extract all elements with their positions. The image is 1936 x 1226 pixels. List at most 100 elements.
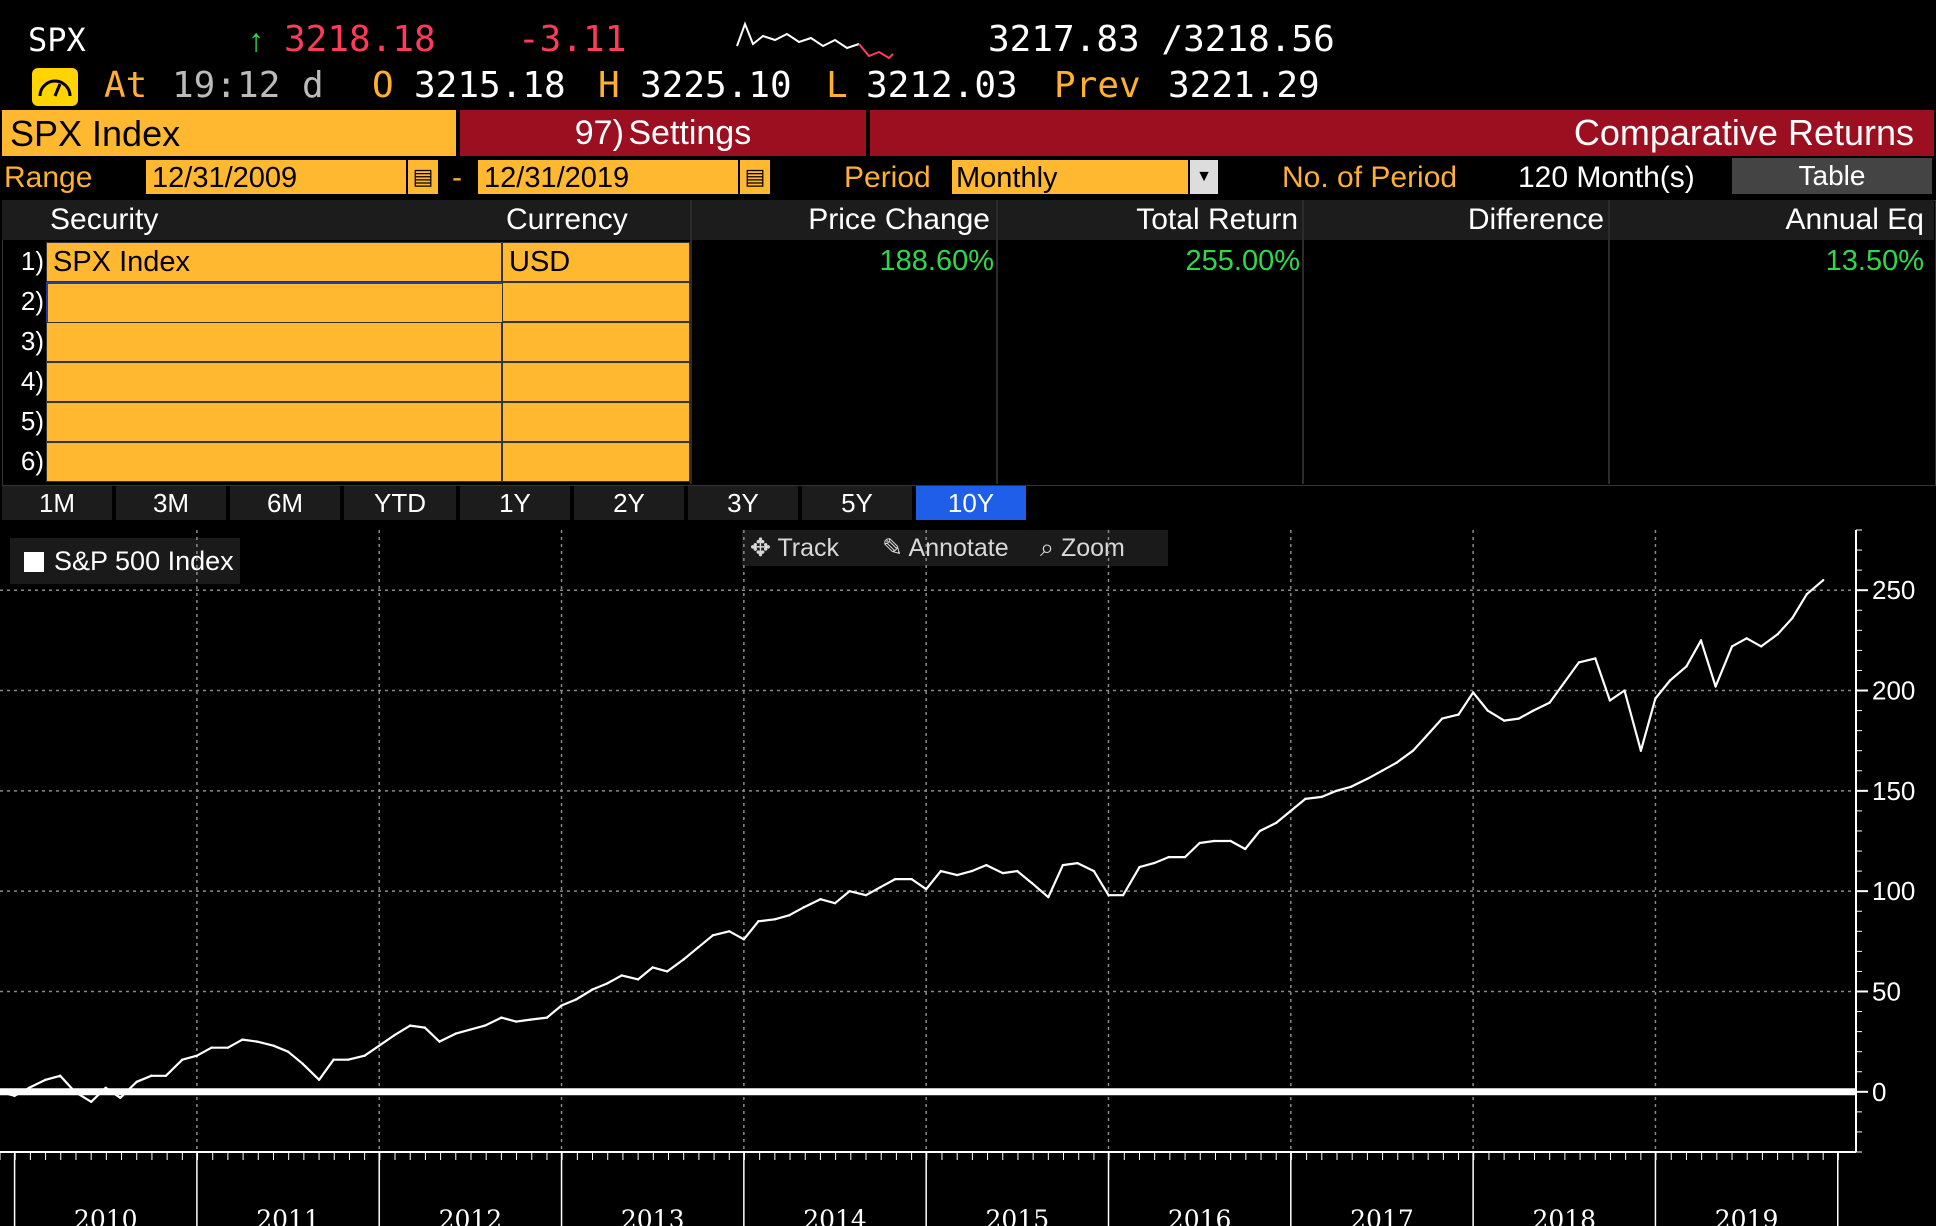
x-tick-label: 2011 xyxy=(256,1205,320,1226)
data-point xyxy=(636,978,640,981)
data-point xyxy=(1668,679,1672,682)
data-point xyxy=(1366,777,1369,780)
calendar-icon[interactable]: ▤ xyxy=(740,160,770,194)
data-point xyxy=(135,1080,138,1083)
data-point xyxy=(1471,691,1475,694)
currency-cell[interactable] xyxy=(502,322,690,362)
data-point xyxy=(1411,749,1415,752)
row-number: 1) xyxy=(20,246,44,276)
col-difference[interactable]: Difference xyxy=(1467,203,1604,236)
data-point xyxy=(1167,855,1170,859)
security-cell[interactable] xyxy=(46,402,502,442)
col-price-change[interactable]: Price Change xyxy=(808,203,990,236)
data-point xyxy=(1047,895,1050,899)
net-change: -3.11 xyxy=(518,19,627,60)
annotate-button[interactable]: ✎ Annotate xyxy=(874,530,1038,566)
data-point xyxy=(195,1054,199,1057)
num-periods-label: No. of Period xyxy=(1282,161,1458,194)
data-point xyxy=(620,974,623,977)
data-point xyxy=(0,1090,2,1094)
annual-eq-value: 13.50% xyxy=(1825,245,1924,277)
security-cell[interactable] xyxy=(46,322,502,362)
data-point xyxy=(605,982,609,985)
data-point xyxy=(879,885,882,889)
currency-cell[interactable] xyxy=(502,402,690,442)
currency-cell[interactable] xyxy=(502,362,690,402)
col-total-return[interactable]: Total Return xyxy=(1136,203,1298,236)
period-3y-button[interactable]: 3Y xyxy=(688,486,798,520)
data-point xyxy=(44,1078,47,1081)
data-point xyxy=(210,1046,213,1049)
data-point xyxy=(1107,893,1110,897)
period-1m-button[interactable]: 1M xyxy=(2,486,112,520)
sparkline-down xyxy=(858,43,894,60)
crosshair-icon: ✥ xyxy=(750,534,771,562)
currency-cell[interactable] xyxy=(502,442,690,482)
data-point xyxy=(438,1040,441,1043)
ticker: SPX xyxy=(28,21,86,59)
x-tick-label: 2010 xyxy=(74,1205,138,1226)
y-tick-label: 250 xyxy=(1872,575,1915,605)
data-point xyxy=(454,1032,457,1035)
security-field[interactable]: SPX Index xyxy=(2,110,456,156)
data-point xyxy=(1517,717,1520,720)
data-point xyxy=(1349,785,1353,789)
y-tick-label: 0 xyxy=(1872,1077,1886,1107)
open-label: O xyxy=(372,65,394,106)
data-point xyxy=(788,914,791,917)
data-point xyxy=(27,1086,31,1089)
x-tick-label: 2018 xyxy=(1532,1205,1596,1226)
security-cell[interactable]: SPX Index xyxy=(46,242,502,282)
settings-number: 97) xyxy=(574,114,624,152)
chevron-down-icon[interactable]: ▼ xyxy=(1190,160,1218,194)
currency-cell[interactable] xyxy=(502,282,690,322)
security-cell[interactable] xyxy=(46,442,502,482)
data-point xyxy=(363,1054,366,1057)
data-point xyxy=(286,1050,290,1053)
period-3m-button[interactable]: 3M xyxy=(116,486,226,520)
data-point xyxy=(1714,685,1717,688)
security-cell[interactable] xyxy=(46,282,504,324)
period-10y-button[interactable]: 10Y xyxy=(916,486,1026,520)
period-select[interactable]: Monthly xyxy=(952,160,1188,194)
period-ytd-button[interactable]: YTD xyxy=(344,486,456,520)
col-security[interactable]: Security xyxy=(50,203,159,236)
data-point xyxy=(1229,839,1232,843)
table-button[interactable]: Table xyxy=(1732,158,1932,194)
data-point xyxy=(1016,869,1019,873)
col-annual-eq[interactable]: Annual Eq xyxy=(1785,203,1924,236)
security-cell[interactable] xyxy=(46,362,502,402)
data-point xyxy=(1335,789,1338,793)
start-date-input[interactable]: 12/31/2009 xyxy=(146,160,406,194)
period-1y-button[interactable]: 1Y xyxy=(460,486,570,520)
data-point xyxy=(970,869,973,873)
settings-button[interactable]: 97) Settings xyxy=(460,110,866,156)
zoom-button[interactable]: ⌕ Zoom xyxy=(1032,530,1168,566)
data-point xyxy=(864,893,868,897)
bid-ask: 3217.83 /3218.56 xyxy=(988,19,1335,60)
calendar-icon[interactable]: ▤ xyxy=(408,160,438,194)
col-currency[interactable]: Currency xyxy=(506,203,628,236)
last-price: 3218.18 xyxy=(284,19,436,60)
period-6m-button[interactable]: 6M xyxy=(230,486,340,520)
data-point xyxy=(1790,617,1794,620)
period-5y-button[interactable]: 5Y xyxy=(802,486,912,520)
magnifier-icon: ⌕ xyxy=(1040,534,1055,562)
data-point xyxy=(1138,865,1141,869)
end-date-input[interactable]: 12/31/2019 xyxy=(478,160,738,194)
currency-cell[interactable]: USD xyxy=(502,242,690,282)
data-point xyxy=(1821,578,1825,582)
period-2y-button[interactable]: 2Y xyxy=(574,486,684,520)
low-value: 3212.03 xyxy=(866,65,1018,106)
data-point xyxy=(150,1074,153,1077)
row-number: 6) xyxy=(20,446,44,476)
x-tick-label: 2014 xyxy=(803,1205,867,1226)
gauge-icon[interactable] xyxy=(32,68,78,106)
data-point xyxy=(500,1016,503,1019)
track-button[interactable]: ✥ Track xyxy=(742,530,884,566)
high-label: H xyxy=(598,65,620,106)
data-point xyxy=(1759,645,1763,648)
row-number: 2) xyxy=(20,286,44,316)
line-chart[interactable]: 0 50 100 150 200 250 2010 2011 2012 2013 2014 2015 2… xyxy=(0,520,1936,1226)
row-number: 5) xyxy=(20,406,44,436)
